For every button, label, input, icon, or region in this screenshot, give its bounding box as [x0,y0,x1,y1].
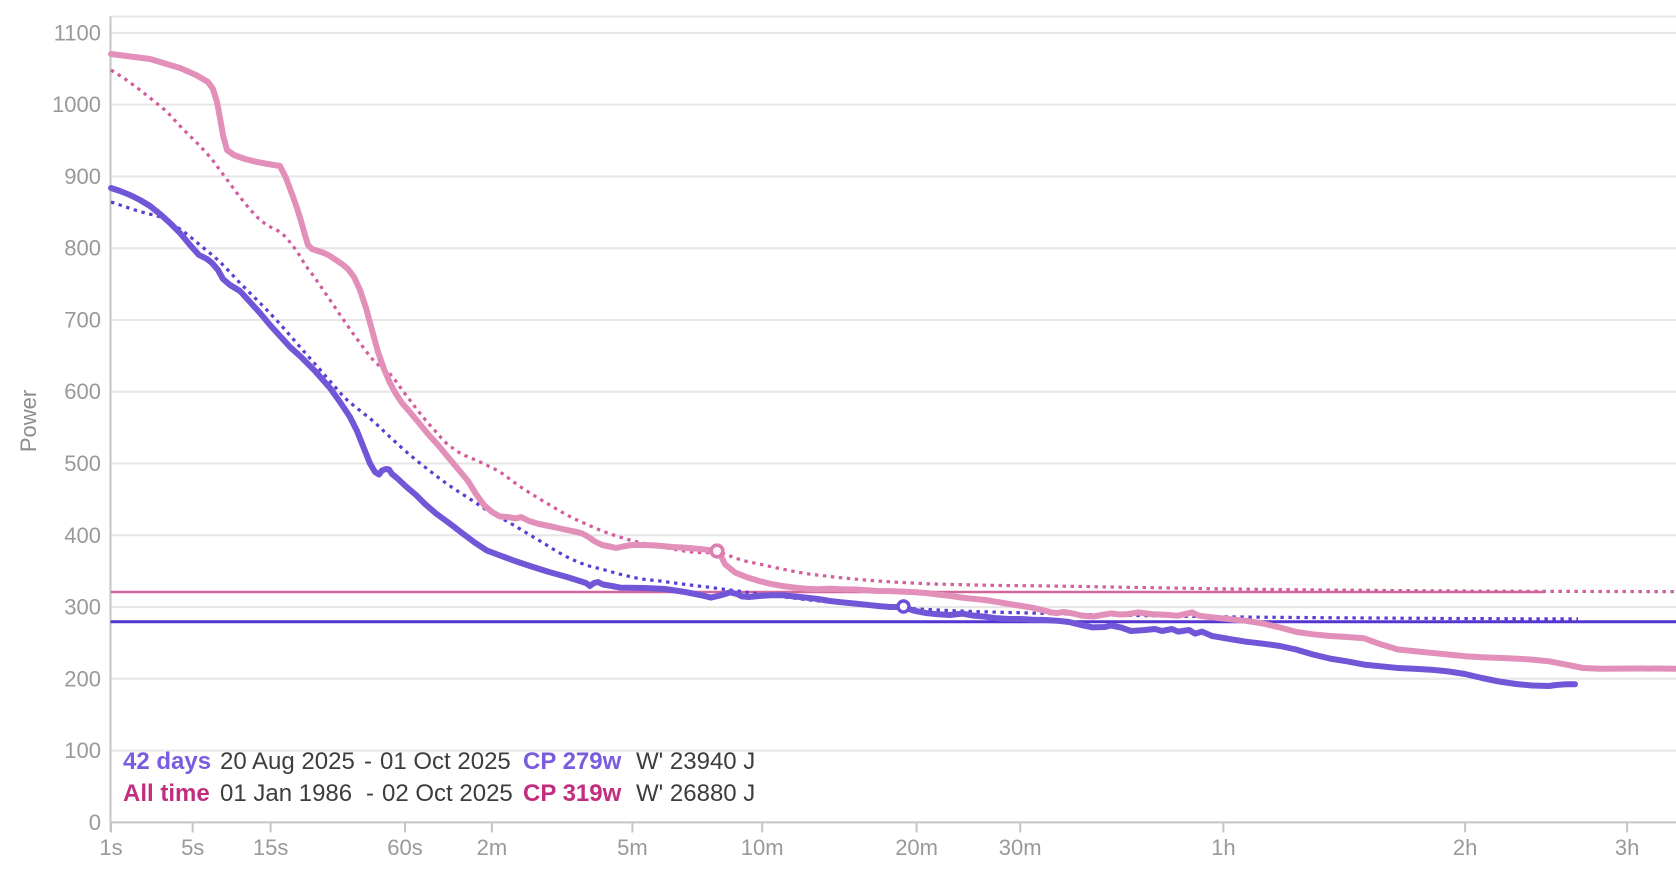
svg-text:300: 300 [64,595,101,620]
svg-text:500: 500 [64,451,101,476]
svg-text:20m: 20m [895,835,938,860]
svg-text:5s: 5s [181,835,204,860]
svg-text:30m: 30m [999,835,1042,860]
svg-text:700: 700 [64,308,101,333]
svg-text:60s: 60s [387,835,422,860]
svg-text:10m: 10m [741,835,784,860]
svg-text:1000: 1000 [52,92,101,117]
svg-text:200: 200 [64,666,101,691]
svg-text:Power: Power [16,390,41,452]
svg-text:900: 900 [64,164,101,189]
svg-text:100: 100 [64,738,101,763]
svg-text:2m: 2m [477,835,508,860]
svg-text:2h: 2h [1453,835,1477,860]
svg-text:800: 800 [64,236,101,261]
svg-text:1h: 1h [1211,835,1235,860]
svg-text:1100: 1100 [54,20,101,45]
svg-text:400: 400 [64,523,101,548]
svg-text:1s: 1s [99,835,122,860]
svg-text:3h: 3h [1615,835,1639,860]
svg-text:15s: 15s [253,835,288,860]
svg-text:5m: 5m [617,835,648,860]
svg-text:600: 600 [64,379,101,404]
svg-text:0: 0 [89,810,101,835]
